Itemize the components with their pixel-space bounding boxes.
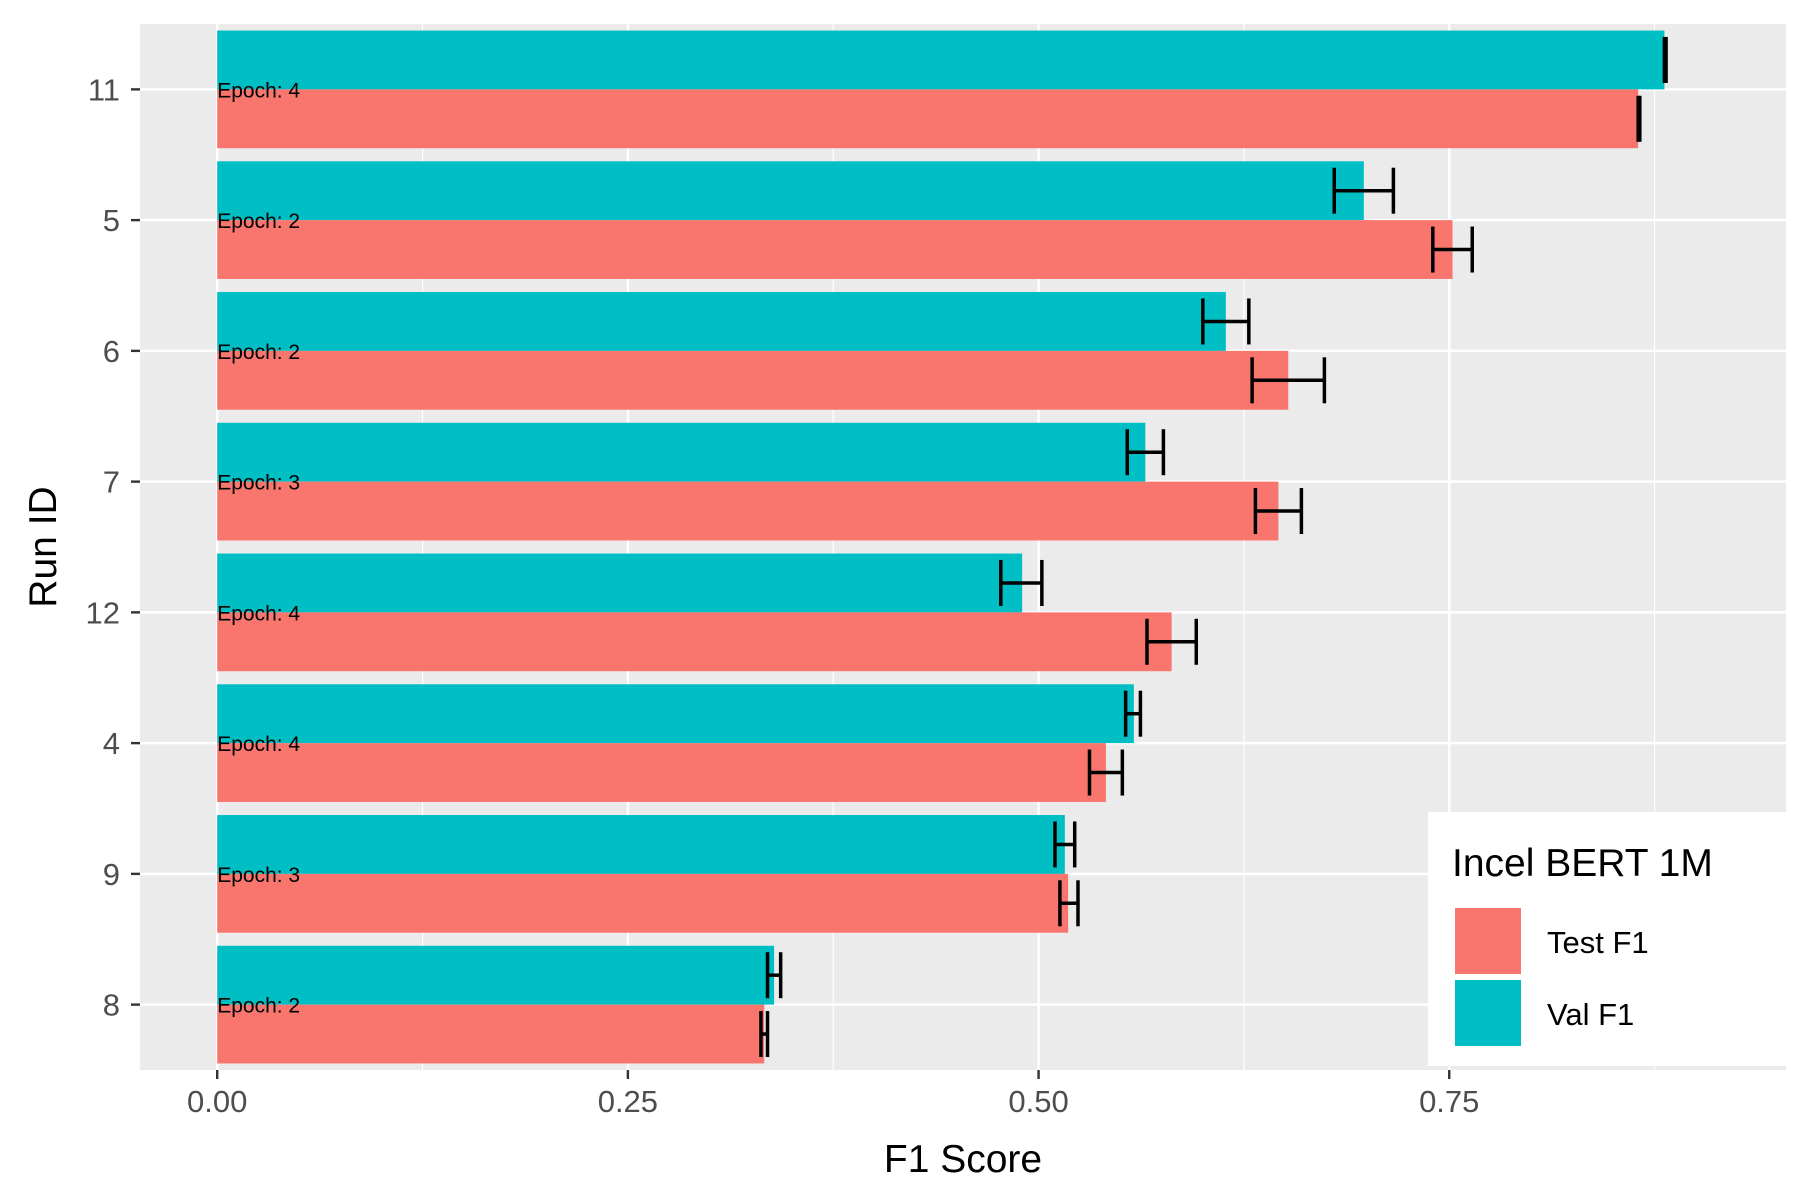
- epoch-label: Epoch: 3: [217, 472, 300, 495]
- bar-test-f1: [217, 612, 1172, 672]
- errorbar-val-f1: [1332, 167, 1396, 214]
- bar-test-f1: [217, 873, 1069, 933]
- errorbar-test-f1: [1253, 488, 1304, 535]
- bars-layer: [217, 30, 1665, 1064]
- y-tick-label: 8: [103, 988, 120, 1023]
- bar-val-f1: [217, 945, 775, 1005]
- errorbar-test-f1: [1058, 880, 1080, 927]
- errorbar-val-f1: [1201, 298, 1251, 345]
- x-tick-label: 0.00: [187, 1084, 247, 1119]
- bar-test-f1: [217, 350, 1289, 410]
- x-axis: 0.00 0.25 0.50 0.75: [187, 1070, 1479, 1119]
- legend-key-test-f1: [1455, 908, 1521, 974]
- bar-val-f1: [217, 161, 1364, 221]
- y-tick-label: 4: [103, 726, 120, 761]
- bar-test-f1: [217, 1004, 765, 1064]
- bar-val-f1: [217, 815, 1065, 874]
- legend: Incel BERT 1M Test F1 Val F1: [1428, 812, 1800, 1066]
- errorbar-val-f1: [1125, 429, 1166, 476]
- bar-val-f1: [217, 30, 1665, 90]
- errorbar-test-f1: [1431, 226, 1474, 273]
- errorbar-val-f1: [1662, 36, 1668, 83]
- y-tick-label: 12: [86, 595, 120, 630]
- errorbar-val-f1: [765, 952, 783, 999]
- bar-val-f1: [217, 684, 1134, 744]
- bar-test-f1: [217, 481, 1279, 541]
- y-axis: 11 5 6 7 12 4 9 8: [86, 72, 140, 1023]
- bar-val-f1: [217, 553, 1023, 613]
- y-tick-label: 6: [103, 334, 120, 369]
- bar-test-f1: [217, 220, 1453, 279]
- legend-key-val-f1: [1455, 980, 1521, 1046]
- y-tick-label: 11: [88, 72, 120, 107]
- bar-val-f1: [217, 422, 1146, 482]
- x-tick-label: 0.75: [1419, 1084, 1479, 1119]
- epoch-label: Epoch: 3: [217, 864, 300, 887]
- epoch-label: Epoch: 4: [217, 79, 300, 102]
- y-axis-title: Run ID: [22, 486, 65, 607]
- bar-val-f1: [217, 292, 1226, 351]
- errorbar-test-f1: [1636, 95, 1642, 142]
- y-tick-label: 5: [103, 203, 120, 238]
- epoch-label: Epoch: 2: [217, 995, 300, 1018]
- bar-test-f1: [217, 89, 1639, 149]
- errorbar-val-f1: [1053, 821, 1077, 868]
- x-tick-label: 0.50: [1008, 1084, 1068, 1119]
- errorbar-val-f1: [1123, 690, 1143, 737]
- errorbars-layer: [759, 36, 1668, 1058]
- errorbar-test-f1: [1145, 618, 1199, 665]
- epoch-label: Epoch: 2: [217, 341, 300, 364]
- errorbar-val-f1: [999, 559, 1044, 606]
- errorbar-test-f1: [1250, 357, 1327, 404]
- legend-label-test-f1: Test F1: [1547, 925, 1649, 960]
- bar-test-f1: [217, 743, 1106, 802]
- legend-title: Incel BERT 1M: [1452, 842, 1713, 885]
- y-tick-label: 9: [103, 857, 120, 892]
- errorbar-test-f1: [759, 1011, 770, 1058]
- epoch-label: Epoch: 2: [217, 210, 300, 233]
- epoch-labels-layer: Epoch: 4 Epoch: 2 Epoch: 2 Epoch: 3 Epoch: 4…: [217, 79, 300, 1017]
- epoch-label: Epoch: 4: [217, 733, 300, 756]
- errorbar-test-f1: [1087, 749, 1125, 796]
- y-tick-label: 7: [103, 465, 120, 500]
- legend-label-val-f1: Val F1: [1547, 997, 1634, 1032]
- x-axis-title: F1 Score: [884, 1138, 1042, 1181]
- x-tick-label: 0.25: [598, 1084, 658, 1119]
- epoch-label: Epoch: 4: [217, 602, 300, 625]
